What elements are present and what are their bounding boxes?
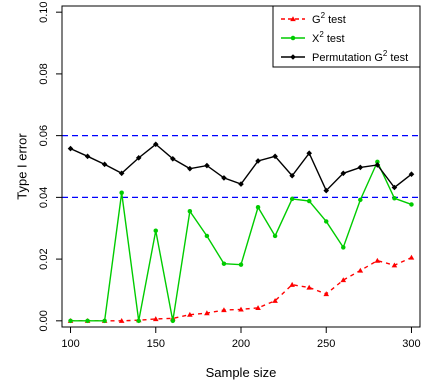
data-point [84,153,91,160]
data-point [306,150,312,157]
data-point [391,184,398,191]
data-point [118,318,125,323]
data-point [323,219,329,224]
y-tick-label: 0.06 [38,125,50,146]
data-point [170,155,176,162]
x-axis-title: Sample size [206,365,277,380]
data-point [238,262,244,267]
x-tick-label: 300 [402,338,420,350]
data-point [306,284,312,290]
x-tick-label: 250 [317,338,335,350]
y-tick-label: 0.04 [38,187,50,208]
data-point [375,159,380,165]
data-point [204,233,210,239]
data-point [238,306,244,312]
data-point [136,318,141,324]
data-point [85,318,90,324]
x-tick-label: 100 [61,338,79,350]
data-point [187,209,193,214]
legend-entry: X2 test [281,30,345,45]
legend-label: G2 test [312,11,346,26]
data-point [68,318,73,324]
y-axis-title: Type I error [15,133,30,200]
data-point [221,307,227,313]
data-point [255,205,261,210]
data-point [119,190,124,195]
data-point [101,161,108,168]
data-point [409,202,414,207]
data-point [391,262,398,268]
data-point [374,162,381,168]
legend-label: Permutation G2 test [312,49,408,64]
data-point [306,198,312,204]
data-point [153,228,159,233]
data-point [290,35,296,41]
series [67,141,415,194]
y-axis: 0.00 0.02 0.04 0.06 0.08 0.10 [38,1,63,332]
series-layer [67,141,415,324]
legend-entry: G2 test [281,11,346,26]
data-point [408,171,415,178]
x-tick-label: 200 [232,338,250,350]
data-point [187,165,193,172]
data-point [204,162,210,169]
x-axis: 100 150 200 250 300 [61,326,421,350]
data-point [221,175,227,181]
data-point [290,16,296,22]
data-point [118,170,125,177]
data-point [272,297,278,303]
series [68,159,414,324]
data-point [289,281,295,287]
data-point [323,291,330,297]
data-point [357,164,364,171]
data-point [272,153,278,160]
legend-label: X2 test [312,30,345,45]
data-point [204,310,210,316]
data-point [323,187,330,194]
y-tick-label: 0.00 [38,310,50,331]
legend: G2 test X2 test Permutation G2 test [272,5,421,68]
data-point [187,311,193,317]
data-point [392,196,397,201]
data-point [289,196,295,202]
data-point [102,318,107,324]
data-point [255,158,261,164]
data-point [152,141,159,148]
data-point [221,261,227,266]
data-point [272,233,278,239]
data-point [340,277,347,283]
data-point [408,254,415,260]
y-tick-label: 0.08 [38,63,50,84]
x-tick-label: 150 [147,338,165,350]
data-point [341,245,346,250]
legend-entry: Permutation G2 test [281,49,408,64]
data-point [152,316,159,322]
data-point [374,257,381,263]
data-point [255,305,261,310]
data-point [135,155,142,161]
y-tick-label: 0.02 [38,248,50,269]
y-tick-label: 0.10 [38,1,50,22]
data-point [289,172,295,179]
data-point [67,145,74,152]
data-point [357,267,364,273]
data-point [340,170,347,177]
data-point [170,318,176,324]
data-point [358,197,363,203]
data-point [290,54,296,60]
data-point [238,181,244,187]
